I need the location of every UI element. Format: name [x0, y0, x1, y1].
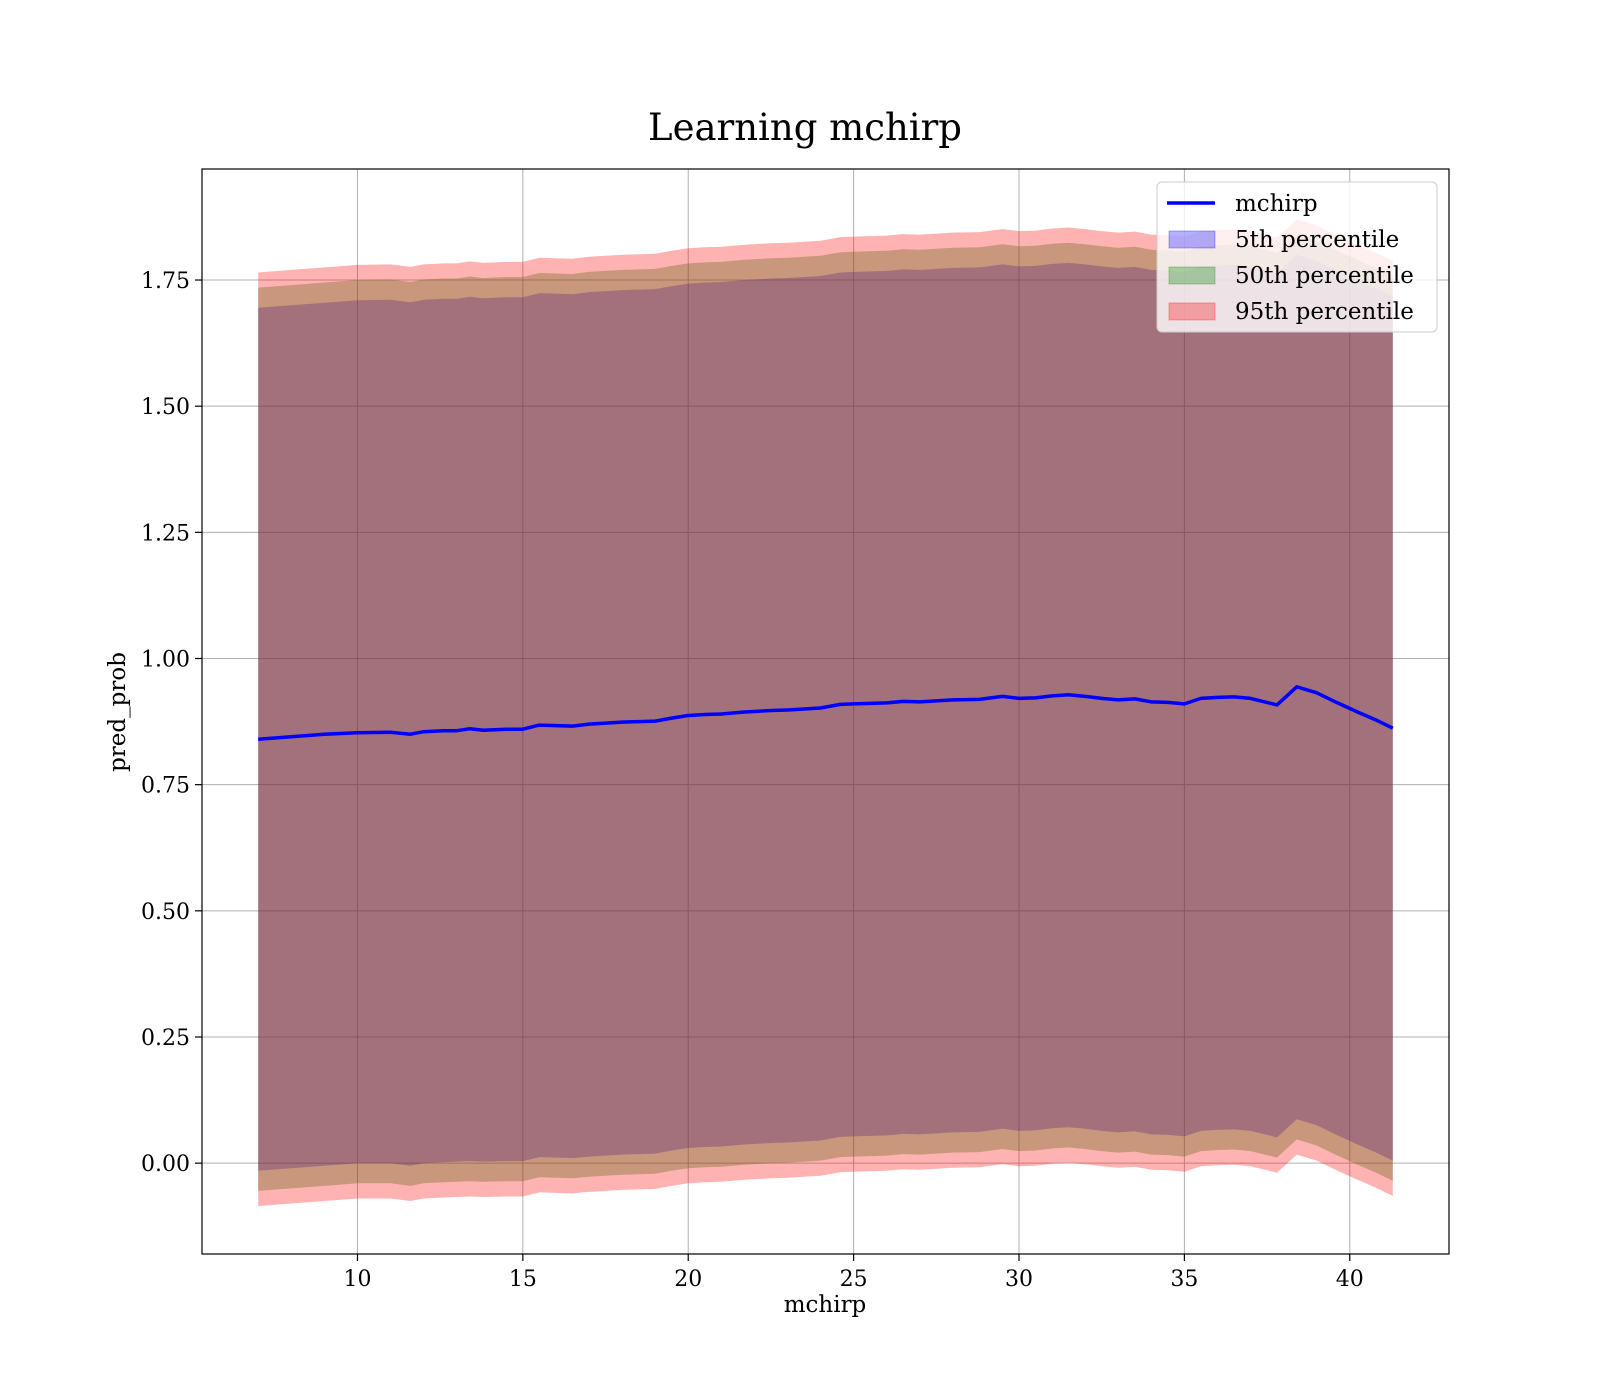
tick-layer: 10 15 20 25 30 35 40 0.00 0.25 0.50 0.75 1.00 1.25 1.…	[141, 269, 1364, 1292]
legend: mchirp 5th percentile 50th percentile 95th …	[1156, 181, 1438, 333]
legend-swatch	[1168, 266, 1216, 285]
y-tick-label: 1.75	[141, 269, 190, 294]
x-tick-label: 40	[1336, 1267, 1364, 1292]
plot-frame	[201, 168, 1450, 1255]
x-tick-label: 20	[674, 1267, 702, 1292]
y-tick-label: 0.75	[141, 774, 190, 799]
chart-title: Learning mchirp	[648, 106, 962, 149]
y-axis-label: pred_prob	[105, 652, 131, 772]
legend-label: 50th percentile	[1235, 263, 1414, 289]
band-5th	[258, 254, 1393, 1171]
x-axis-label: mchirp	[784, 1292, 867, 1318]
y-tick-label: 0.50	[141, 900, 190, 925]
x-tick-label: 30	[1005, 1267, 1033, 1292]
y-tick-label: 1.00	[141, 648, 190, 673]
legend-box	[1156, 181, 1438, 333]
grid-layer	[202, 169, 1449, 1254]
legend-swatch	[1168, 302, 1216, 321]
band-95th	[258, 219, 1393, 1207]
y-tick-label: 0.25	[141, 1026, 190, 1051]
y-tick-label: 1.25	[141, 521, 190, 546]
legend-label: mchirp	[1235, 191, 1318, 217]
legend-swatch	[1168, 230, 1216, 249]
line-layer	[258, 685, 1394, 742]
x-tick-label: 15	[509, 1267, 537, 1292]
x-tick-label: 10	[343, 1267, 371, 1292]
legend-label: 5th percentile	[1235, 227, 1399, 253]
legend-label: 95th percentile	[1235, 299, 1414, 325]
y-tick-label: 1.50	[141, 395, 190, 420]
series-line-mchirp	[258, 685, 1394, 742]
y-tick-label: 0.00	[141, 1152, 190, 1177]
band-layer	[258, 219, 1393, 1207]
band-50th	[258, 234, 1393, 1191]
x-tick-label: 35	[1170, 1267, 1198, 1292]
x-tick-label: 25	[840, 1267, 868, 1292]
